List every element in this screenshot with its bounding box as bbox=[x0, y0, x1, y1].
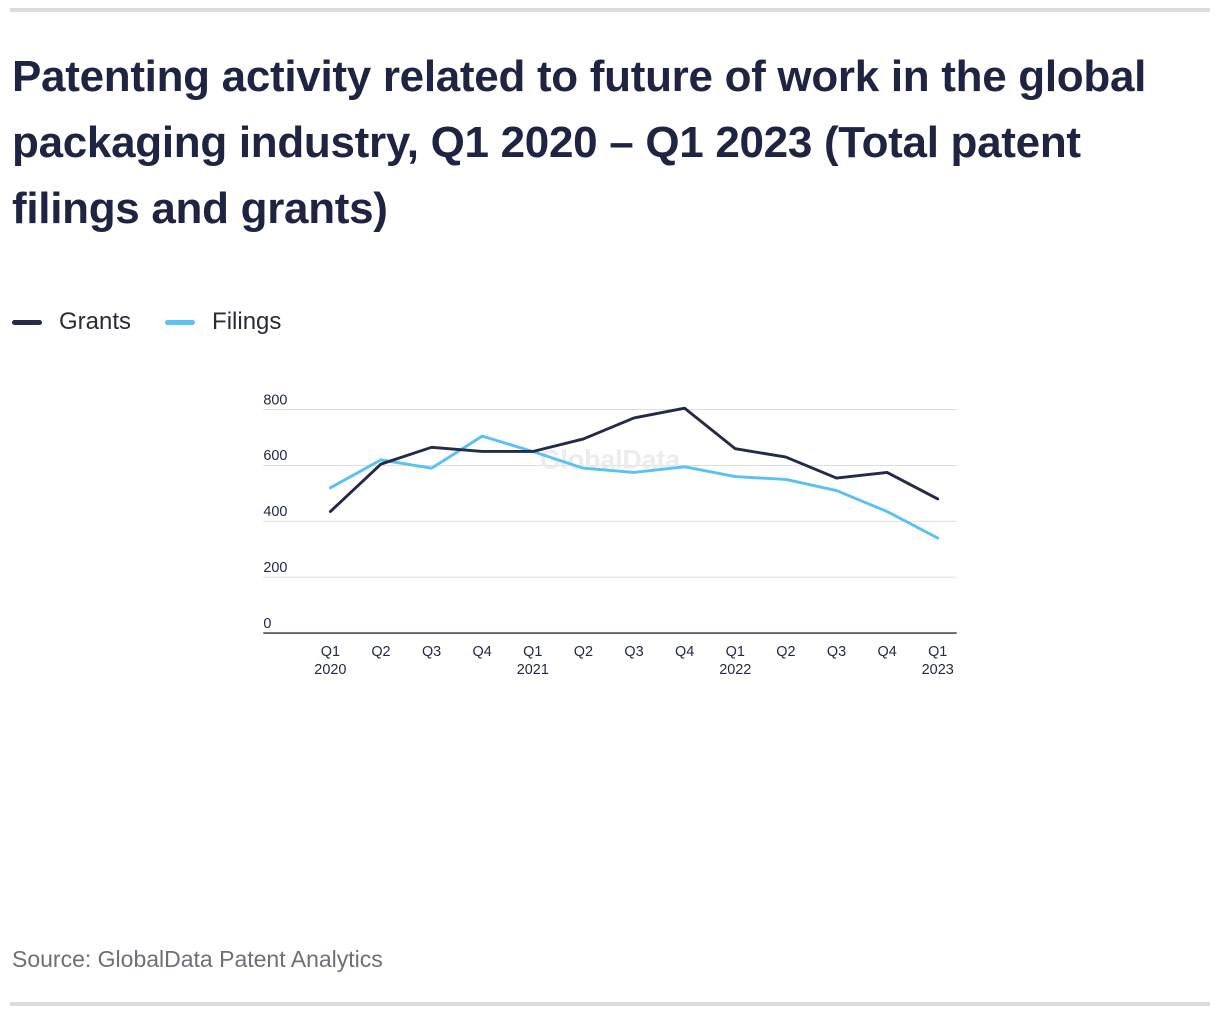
x-tick-label: Q1 bbox=[928, 644, 947, 660]
source-note: Source: GlobalData Patent Analytics bbox=[12, 946, 383, 972]
x-tick-label: Q2 bbox=[371, 644, 390, 660]
x-tick-label: Q1 bbox=[726, 644, 745, 660]
filings-line-swatch bbox=[165, 319, 196, 325]
x-tick-label: Q4 bbox=[877, 644, 896, 660]
y-tick-label: 800 bbox=[263, 392, 287, 408]
grants-line-swatch bbox=[12, 319, 42, 325]
x-tick-label: Q2 bbox=[776, 644, 795, 660]
legend-label-filings: Filings bbox=[212, 308, 282, 335]
y-tick-label: 0 bbox=[263, 616, 271, 632]
x-tick-year-label: 2020 bbox=[314, 662, 346, 678]
x-tick-label: Q3 bbox=[422, 644, 441, 660]
chart-legend: Grants Filings bbox=[12, 308, 281, 336]
legend-item-filings: Filings bbox=[165, 308, 281, 336]
x-tick-label: Q2 bbox=[574, 644, 593, 660]
x-tick-label: Q1 bbox=[321, 644, 340, 660]
filings-line bbox=[328, 434, 940, 540]
y-tick-label: 400 bbox=[263, 504, 287, 520]
y-tick-label: 600 bbox=[263, 448, 287, 464]
top-divider bbox=[10, 8, 1210, 12]
x-tick-label: Q3 bbox=[624, 644, 643, 660]
x-tick-label: Q1 bbox=[523, 644, 542, 660]
x-tick-year-label: 2022 bbox=[719, 662, 751, 678]
bottom-divider bbox=[10, 1002, 1210, 1006]
page-title: Patenting activity related to future of … bbox=[12, 52, 1147, 233]
y-tick-label: 200 bbox=[263, 560, 287, 576]
x-tick-label: Q4 bbox=[675, 644, 694, 660]
legend-item-grants: Grants bbox=[12, 308, 131, 336]
x-tick-year-label: 2021 bbox=[517, 662, 549, 678]
x-tick-label: Q4 bbox=[473, 644, 492, 660]
grants-line bbox=[328, 406, 940, 514]
x-tick-label: Q3 bbox=[827, 644, 846, 660]
legend-label-grants: Grants bbox=[59, 308, 132, 335]
x-tick-year-label: 2023 bbox=[922, 662, 954, 678]
